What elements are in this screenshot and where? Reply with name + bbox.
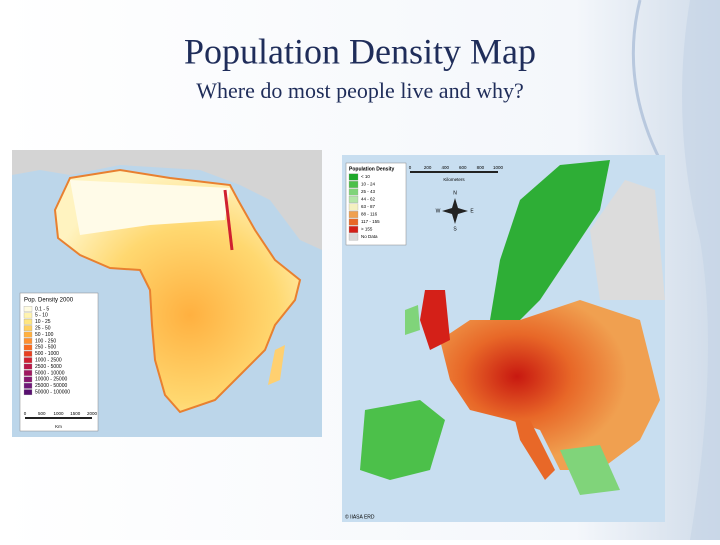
scale-unit: Kilometers xyxy=(443,177,465,182)
africa xyxy=(53,168,302,414)
compass-w: W xyxy=(436,208,441,214)
legend-swatch xyxy=(23,350,33,357)
legend-label: 2500 - 5000 xyxy=(35,364,62,370)
legend-label: > 155 xyxy=(361,227,373,232)
legend-swatch xyxy=(23,306,33,312)
legend-swatch xyxy=(348,196,359,203)
legend-label: 88 - 116 xyxy=(361,212,378,217)
legend-swatch xyxy=(23,370,33,376)
scale-label: 1000 xyxy=(493,165,504,170)
legend-label: 5 - 10 xyxy=(35,313,48,319)
legend-label: 10000 - 25000 xyxy=(35,377,67,383)
scale-label: 800 xyxy=(477,165,485,170)
legend-label: 50 - 100 xyxy=(35,332,54,338)
balkans xyxy=(560,445,620,495)
legend-label: 100 - 250 xyxy=(35,338,56,344)
decor xyxy=(631,0,662,161)
scale-bar xyxy=(25,417,92,419)
madagascar xyxy=(268,345,285,385)
legend-label: 25000 - 50000 xyxy=(35,383,67,389)
scandinavia xyxy=(490,160,610,320)
legend-label: 500 - 1000 xyxy=(35,351,59,357)
legend-swatch xyxy=(23,312,33,319)
legend-label: No Data xyxy=(361,234,378,239)
legend-swatch xyxy=(348,173,359,181)
sahara xyxy=(70,180,230,235)
legend-swatch xyxy=(23,331,33,338)
legend-label: 5000 - 10000 xyxy=(35,370,65,376)
scale-bar xyxy=(410,171,498,173)
legend-swatch xyxy=(348,226,359,233)
scale-label: 1000 xyxy=(53,411,64,416)
compass-n: N xyxy=(453,190,457,196)
compass-s: S xyxy=(453,226,457,232)
subtitle: Where do most people live and why? xyxy=(196,78,523,103)
compass-e: E xyxy=(470,208,474,214)
no-data-land xyxy=(590,180,665,300)
scale-label: 200 xyxy=(424,165,432,170)
ireland xyxy=(405,305,420,335)
legend-label: 10 - 24 xyxy=(361,182,376,187)
legend-swatch xyxy=(348,211,359,218)
legend-label: 10 - 25 xyxy=(35,319,51,325)
legend-label: 117 - 155 xyxy=(361,219,380,224)
scale-label: 400 xyxy=(441,165,449,170)
nile xyxy=(223,189,234,251)
title: Population Density Map xyxy=(184,31,536,71)
scale-label: 0 xyxy=(24,411,27,416)
legend-label: 25 - 50 xyxy=(35,326,51,332)
legend-label: 0.1 - 5 xyxy=(35,306,49,312)
legend-label: 250 - 500 xyxy=(35,345,56,351)
legend-swatch xyxy=(23,344,33,351)
scale-unit: Km xyxy=(55,424,62,429)
scale-label: 1500 xyxy=(70,411,81,416)
land-other xyxy=(12,150,322,250)
legend-swatch xyxy=(23,363,33,370)
legend-label: 44 - 62 xyxy=(361,197,376,202)
credit: © IIASA ERD xyxy=(345,513,375,520)
legend-swatch xyxy=(348,218,359,226)
legend-label: < 10 xyxy=(361,174,370,179)
decor xyxy=(682,0,720,540)
legend-label: 1000 - 2500 xyxy=(35,358,62,364)
legend-swatch xyxy=(23,338,33,344)
italy xyxy=(515,420,555,480)
europe-map: Population Density < 10 10 - 24 25 - 43 44 … xyxy=(342,155,665,522)
legend-swatch xyxy=(348,188,359,196)
legend-title: Population Density xyxy=(349,166,395,172)
scale-label: 500 xyxy=(38,411,46,416)
legend-label: 25 - 43 xyxy=(361,189,376,194)
legend-swatch xyxy=(23,318,33,325)
legend-swatch xyxy=(23,357,33,364)
legend-swatch xyxy=(23,376,33,383)
scale-label: 2000 xyxy=(87,411,98,416)
scale-label: 600 xyxy=(459,165,467,170)
legend-swatch xyxy=(23,389,33,396)
legend-title: Pop. Density 2000 xyxy=(24,298,74,304)
legend-swatch xyxy=(348,181,359,188)
legend-label: 63 - 87 xyxy=(361,204,376,209)
britain xyxy=(420,290,450,350)
scale-label: 0 xyxy=(409,165,412,170)
compass: N E S W xyxy=(436,190,475,232)
iberia xyxy=(360,400,445,480)
legend-label: 50000 - 100000 xyxy=(35,390,70,396)
legend-box xyxy=(19,292,99,432)
legend-swatch xyxy=(348,233,359,241)
legend-swatch xyxy=(348,203,359,211)
mainland xyxy=(440,300,660,470)
legend-swatch xyxy=(23,325,33,332)
legend-swatch xyxy=(23,382,33,389)
